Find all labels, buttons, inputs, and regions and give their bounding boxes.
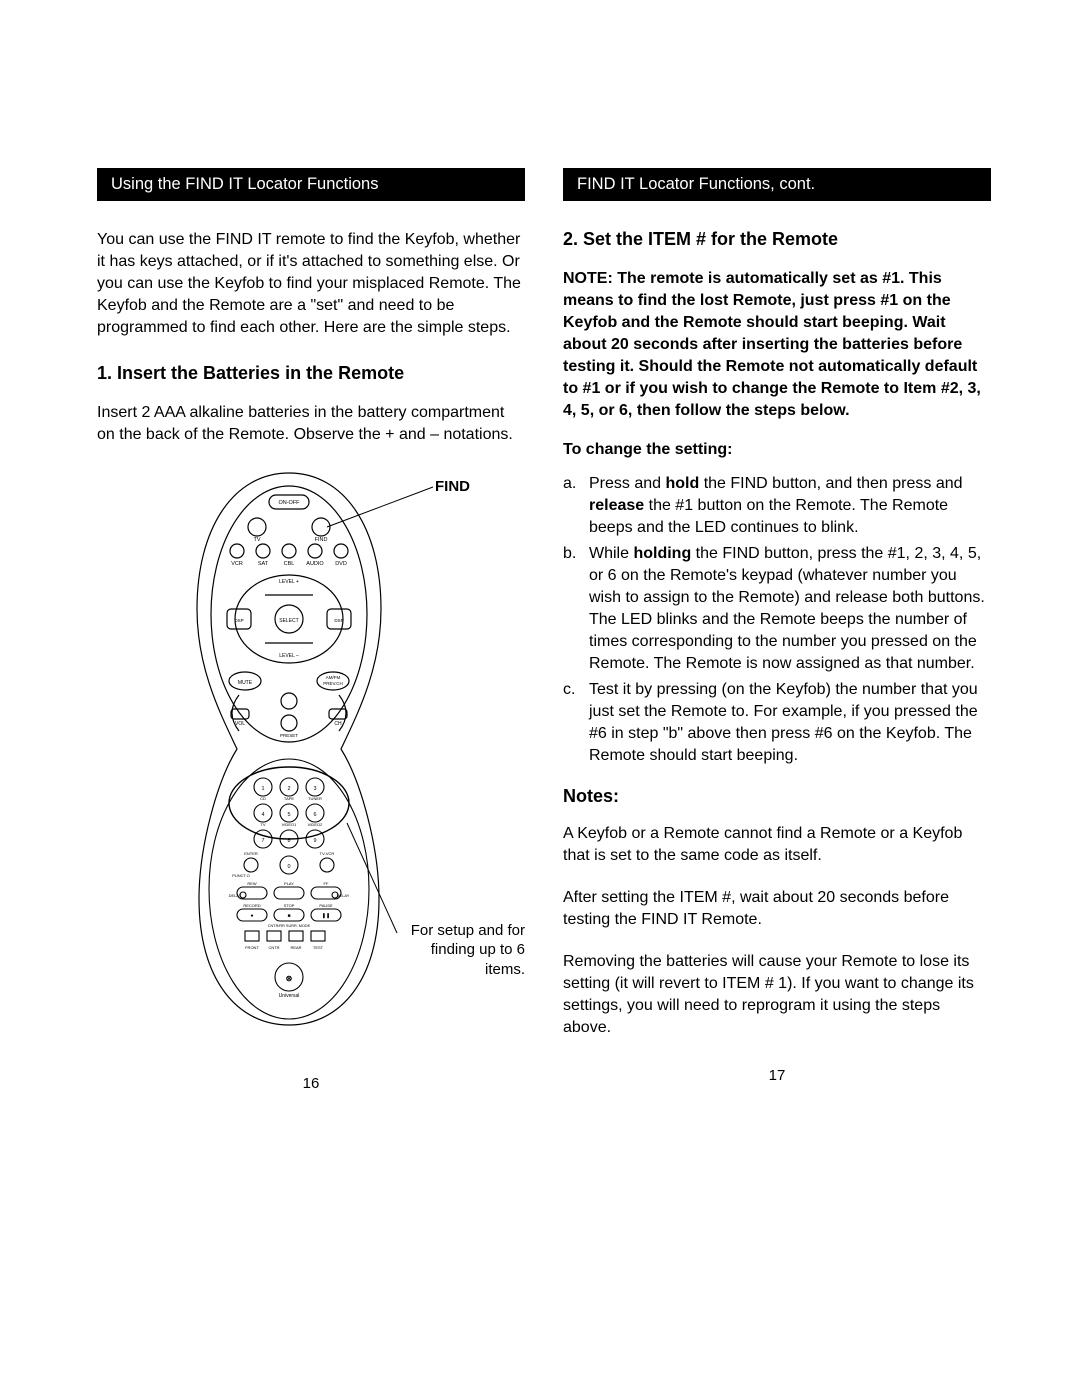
- intro-paragraph: You can use the FIND IT remote to find t…: [97, 229, 525, 339]
- step-1-body: Insert 2 AAA alkaline batteries in the b…: [97, 402, 525, 446]
- step-2-heading: 2. Set the ITEM # for the Remote: [563, 229, 991, 250]
- notes-paragraph-1: A Keyfob or a Remote cannot find a Remot…: [563, 823, 991, 867]
- step-marker: a.: [563, 473, 589, 539]
- right-column: FIND IT Locator Functions, cont. 2. Set …: [563, 168, 991, 1092]
- page-number-right: 17: [563, 1067, 991, 1084]
- section-header-left: Using the FIND IT Locator Functions: [97, 168, 525, 201]
- instruction-step: a.Press and hold the FIND button, and th…: [563, 473, 991, 539]
- step-1-heading: 1. Insert the Batteries in the Remote: [97, 363, 525, 384]
- notes-paragraph-3: Removing the batteries will cause your R…: [563, 951, 991, 1039]
- step-text: While holding the FIND button, press the…: [589, 543, 991, 675]
- section-header-right: FIND IT Locator Functions, cont.: [563, 168, 991, 201]
- instruction-step: b.While holding the FIND button, press t…: [563, 543, 991, 675]
- note-block: NOTE: The remote is automatically set as…: [563, 268, 991, 423]
- step-text: Test it by pressing (on the Keyfob) the …: [589, 679, 991, 767]
- instruction-step: c.Test it by pressing (on the Keyfob) th…: [563, 679, 991, 767]
- page-number-left: 16: [97, 1075, 525, 1092]
- step-text: Press and hold the FIND button, and then…: [589, 473, 991, 539]
- left-column: Using the FIND IT Locator Functions You …: [97, 168, 525, 1092]
- manual-page-spread: Using the FIND IT Locator Functions You …: [0, 0, 1080, 1397]
- to-change-heading: To change the setting:: [563, 441, 991, 459]
- remote-diagram: ON-OFF TV FIND VCRSATCBLAUDIODVD LEVEL +…: [97, 467, 525, 1047]
- callout-keypad-label: For setup and for finding up to 6 items.: [397, 921, 525, 980]
- two-column-layout: Using the FIND IT Locator Functions You …: [97, 168, 990, 1092]
- notes-paragraph-2: After setting the ITEM #, wait about 20 …: [563, 887, 991, 931]
- step-marker: b.: [563, 543, 589, 675]
- change-setting-steps: a.Press and hold the FIND button, and th…: [563, 473, 991, 768]
- notes-heading: Notes:: [563, 786, 991, 807]
- step-marker: c.: [563, 679, 589, 767]
- callout-find-label: FIND: [435, 477, 470, 497]
